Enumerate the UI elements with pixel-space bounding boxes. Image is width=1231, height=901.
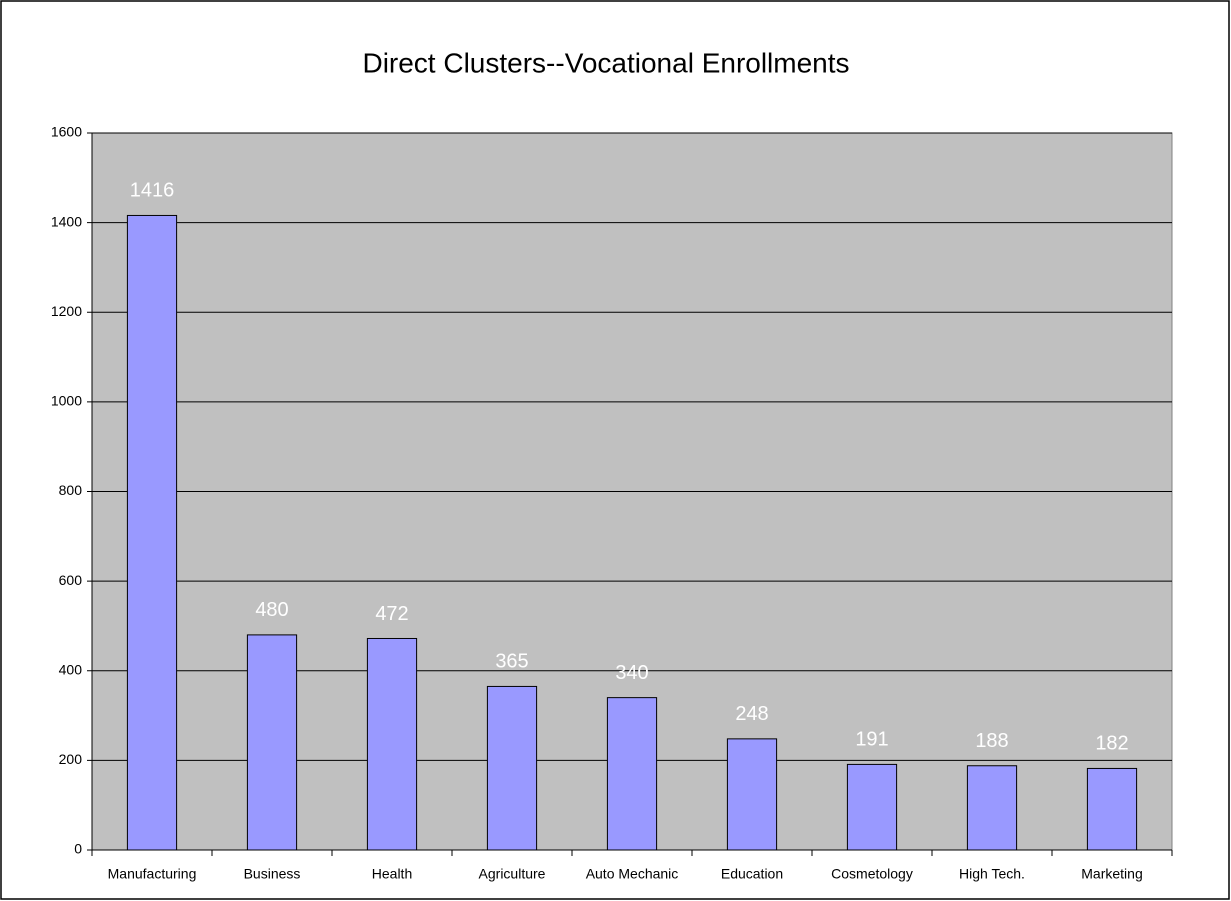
bar	[966, 765, 1018, 851]
data-label: 365	[495, 651, 528, 673]
bar	[726, 738, 778, 851]
y-tick-label: 1200	[51, 303, 82, 319]
x-tick-label: Business	[244, 866, 301, 882]
y-tick-label: 0	[74, 841, 82, 857]
data-label: 191	[855, 729, 888, 751]
x-tick-label: Marketing	[1081, 866, 1142, 882]
y-tick-label: 1000	[51, 393, 82, 409]
x-tick-label: High Tech.	[959, 866, 1025, 882]
bar	[366, 637, 418, 851]
data-label: 480	[255, 599, 288, 621]
x-tick-label: Agriculture	[479, 866, 546, 882]
x-tick-label: Auto Mechanic	[586, 866, 679, 882]
y-tick-label: 200	[59, 751, 83, 767]
data-label: 472	[375, 603, 408, 625]
data-label: 188	[975, 730, 1008, 752]
x-tick-label: Education	[721, 866, 783, 882]
data-label: 340	[615, 662, 648, 684]
y-tick-label: 400	[59, 661, 83, 677]
y-tick-label: 1600	[51, 124, 82, 140]
data-label: 1416	[130, 180, 175, 202]
y-tick-label: 1400	[51, 213, 82, 229]
data-label: 182	[1095, 733, 1128, 755]
x-tick-label: Health	[372, 866, 412, 882]
y-tick-label: 800	[59, 482, 83, 498]
bar	[1086, 767, 1138, 851]
x-tick-label: Manufacturing	[108, 866, 197, 882]
x-tick-label: Cosmetology	[831, 866, 913, 882]
bar	[486, 685, 538, 851]
bar	[126, 214, 178, 851]
chart-title: Direct Clusters--Vocational Enrollments	[362, 47, 849, 78]
data-label: 248	[735, 703, 768, 725]
bar	[246, 634, 298, 851]
bar	[606, 697, 658, 851]
bar	[846, 763, 898, 851]
y-tick-label: 600	[59, 572, 83, 588]
